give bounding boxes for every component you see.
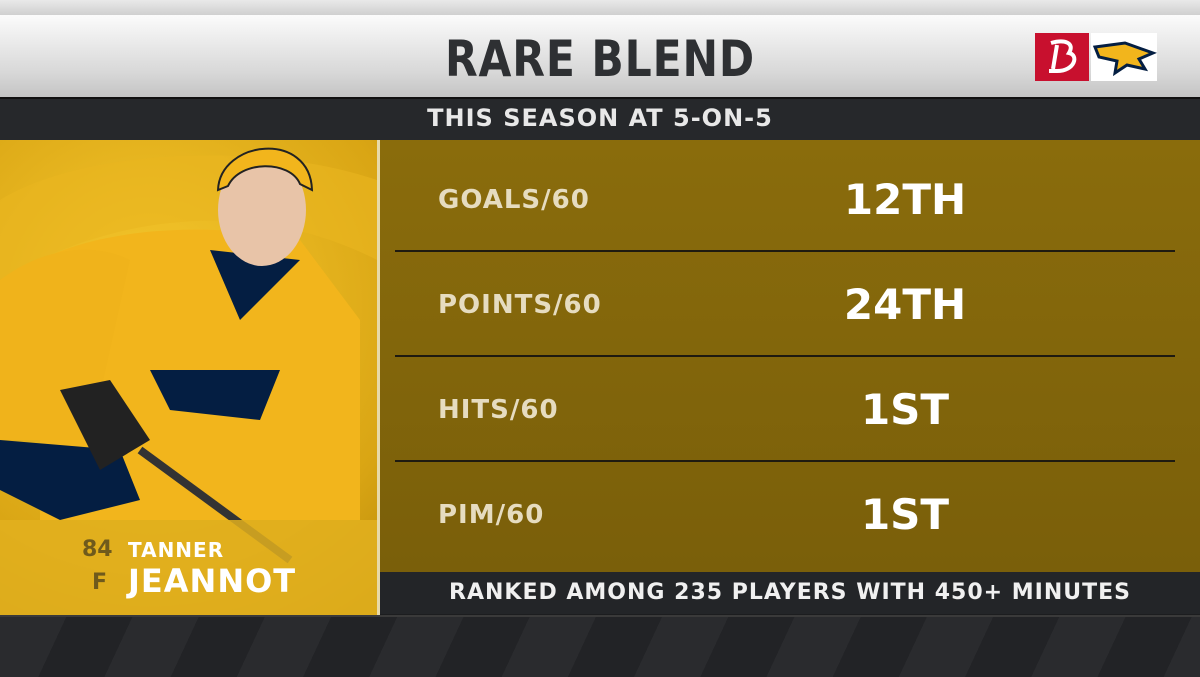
stat-rank: 24TH: [843, 280, 967, 329]
crest: [150, 370, 280, 420]
row-separator: [395, 460, 1175, 462]
stat-rank: 12TH: [843, 175, 967, 224]
player-position: F: [92, 570, 108, 595]
title: RARE BLEND: [444, 30, 756, 88]
sponsor-mark: [1049, 39, 1077, 73]
subtitle: THIS SEASON AT 5-ON-5: [427, 104, 773, 132]
player-number: 84: [82, 537, 113, 562]
collar: [210, 250, 300, 320]
row-separator: [395, 355, 1175, 357]
logos: [1035, 33, 1157, 81]
face: [218, 154, 306, 266]
title-bar: [0, 15, 1200, 97]
divider: [377, 140, 380, 615]
footer-bar: [380, 572, 1200, 614]
player-last-name: JEANNOT: [128, 562, 297, 600]
stat-rank: 1ST: [860, 490, 950, 539]
stat-label: POINTS/60: [438, 290, 602, 320]
glove: [60, 380, 150, 470]
player-first-name: TANNER: [128, 538, 225, 562]
name-box: [0, 520, 377, 615]
stat-label: PIM/60: [438, 500, 545, 530]
team-logo: [1092, 41, 1157, 77]
footer: RANKED AMONG 235 PLAYERS WITH 450+ MINUT…: [449, 580, 1131, 605]
row-separator: [395, 250, 1175, 252]
stat-rank: 1ST: [860, 385, 950, 434]
player-illustration: [0, 147, 377, 564]
stat-label: HITS/60: [438, 395, 559, 425]
stat-label: GOALS/60: [438, 185, 590, 215]
subtitle-bar: [0, 97, 1200, 142]
helmet: [216, 147, 314, 192]
bottom-band: [0, 615, 1200, 677]
top-band: [0, 0, 1200, 15]
